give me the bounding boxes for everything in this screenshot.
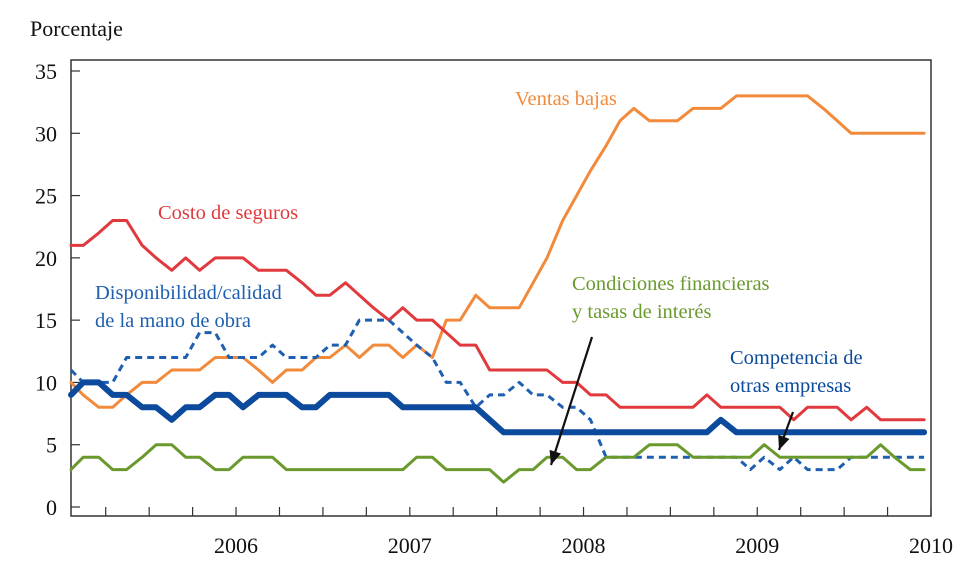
annotation-label: y tasas de interés bbox=[572, 301, 711, 323]
x-tick-label: 2008 bbox=[562, 533, 606, 558]
y-axis: 0 5 10 15 20 25 30 35 bbox=[35, 59, 80, 520]
y-axis-label: Porcentaje bbox=[30, 16, 123, 41]
series-line bbox=[69, 219, 926, 422]
y-tick-label: 30 bbox=[35, 121, 57, 146]
annotation-label: de la mano de obra bbox=[95, 310, 251, 332]
x-tick-label: 2010 bbox=[909, 533, 953, 558]
series-line bbox=[69, 318, 925, 472]
annotation-label: Disponibilidad/calidad bbox=[95, 282, 282, 304]
series-line bbox=[69, 443, 926, 484]
y-tick-label: 10 bbox=[35, 370, 57, 395]
series-line bbox=[69, 94, 926, 409]
x-tick-label: 2007 bbox=[388, 533, 432, 558]
y-tick-label: 20 bbox=[35, 246, 57, 271]
series-line bbox=[68, 379, 928, 436]
x-tick-label: 2006 bbox=[214, 533, 258, 558]
annotations: Ventas bajas Costo de seguros Disponibilid… bbox=[95, 88, 863, 466]
y-tick-label: 15 bbox=[35, 308, 57, 333]
annotation-label: otras empresas bbox=[730, 375, 851, 397]
y-tick-label: 35 bbox=[35, 59, 57, 84]
x-tick-label: 2009 bbox=[735, 533, 779, 558]
arrow-head bbox=[549, 449, 561, 465]
x-axis: 2006 2007 2008 2009 2010 bbox=[105, 507, 953, 558]
arrow-line bbox=[549, 336, 594, 466]
y-tick-label: 5 bbox=[46, 433, 57, 458]
annotation-label: Costo de seguros bbox=[158, 202, 298, 224]
annotation-label: Competencia de bbox=[730, 347, 863, 369]
annotation-label: Condiciones financieras bbox=[572, 273, 770, 295]
arrow-head bbox=[778, 434, 790, 450]
y-tick-label: 0 bbox=[46, 495, 57, 520]
annotation-label: Ventas bajas bbox=[515, 88, 617, 110]
series-layer bbox=[68, 94, 928, 484]
y-tick-label: 25 bbox=[35, 184, 57, 209]
